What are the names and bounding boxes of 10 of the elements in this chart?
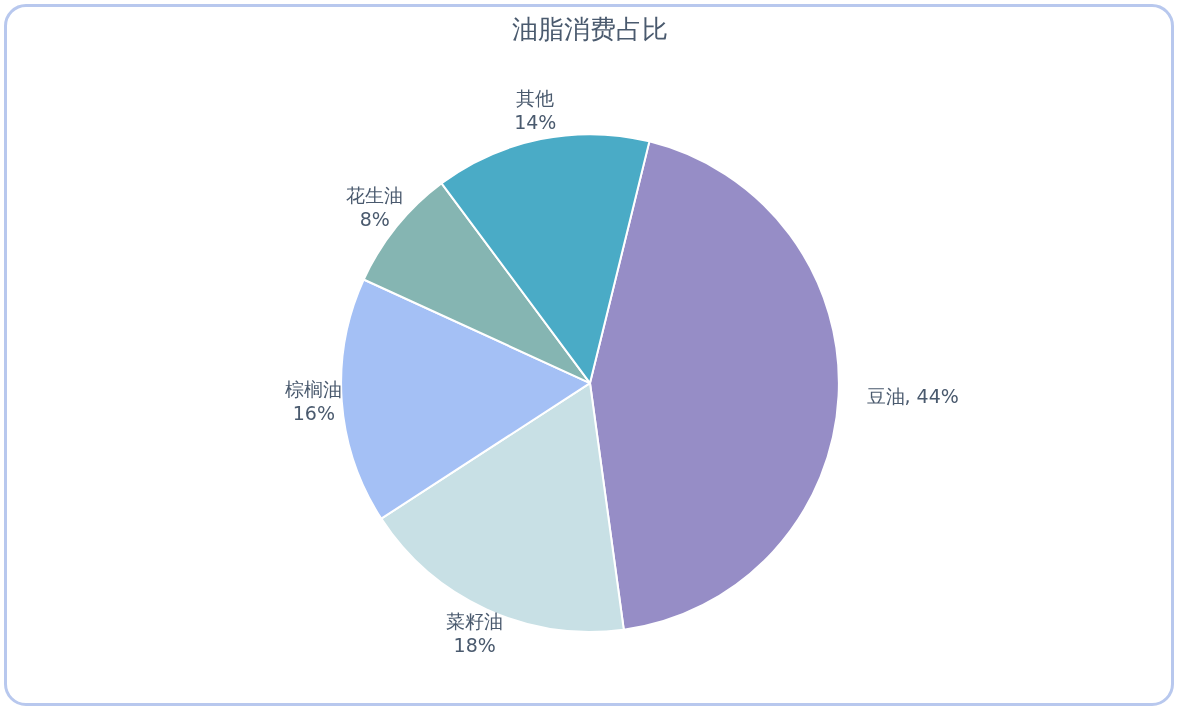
chart-title: 油脂消费占比	[512, 14, 668, 45]
slice-label: 菜籽油	[446, 609, 504, 632]
data-label: 8%	[359, 207, 390, 230]
data-label: 14%	[514, 110, 557, 133]
data-label: 16%	[292, 402, 335, 425]
slice-label: 棕榈油	[285, 378, 343, 401]
slice-label: 其他	[516, 86, 555, 109]
slice-label: 花生油	[346, 183, 404, 206]
data-label: 18%	[453, 633, 496, 656]
slice-label: 豆油, 44%	[866, 384, 959, 407]
